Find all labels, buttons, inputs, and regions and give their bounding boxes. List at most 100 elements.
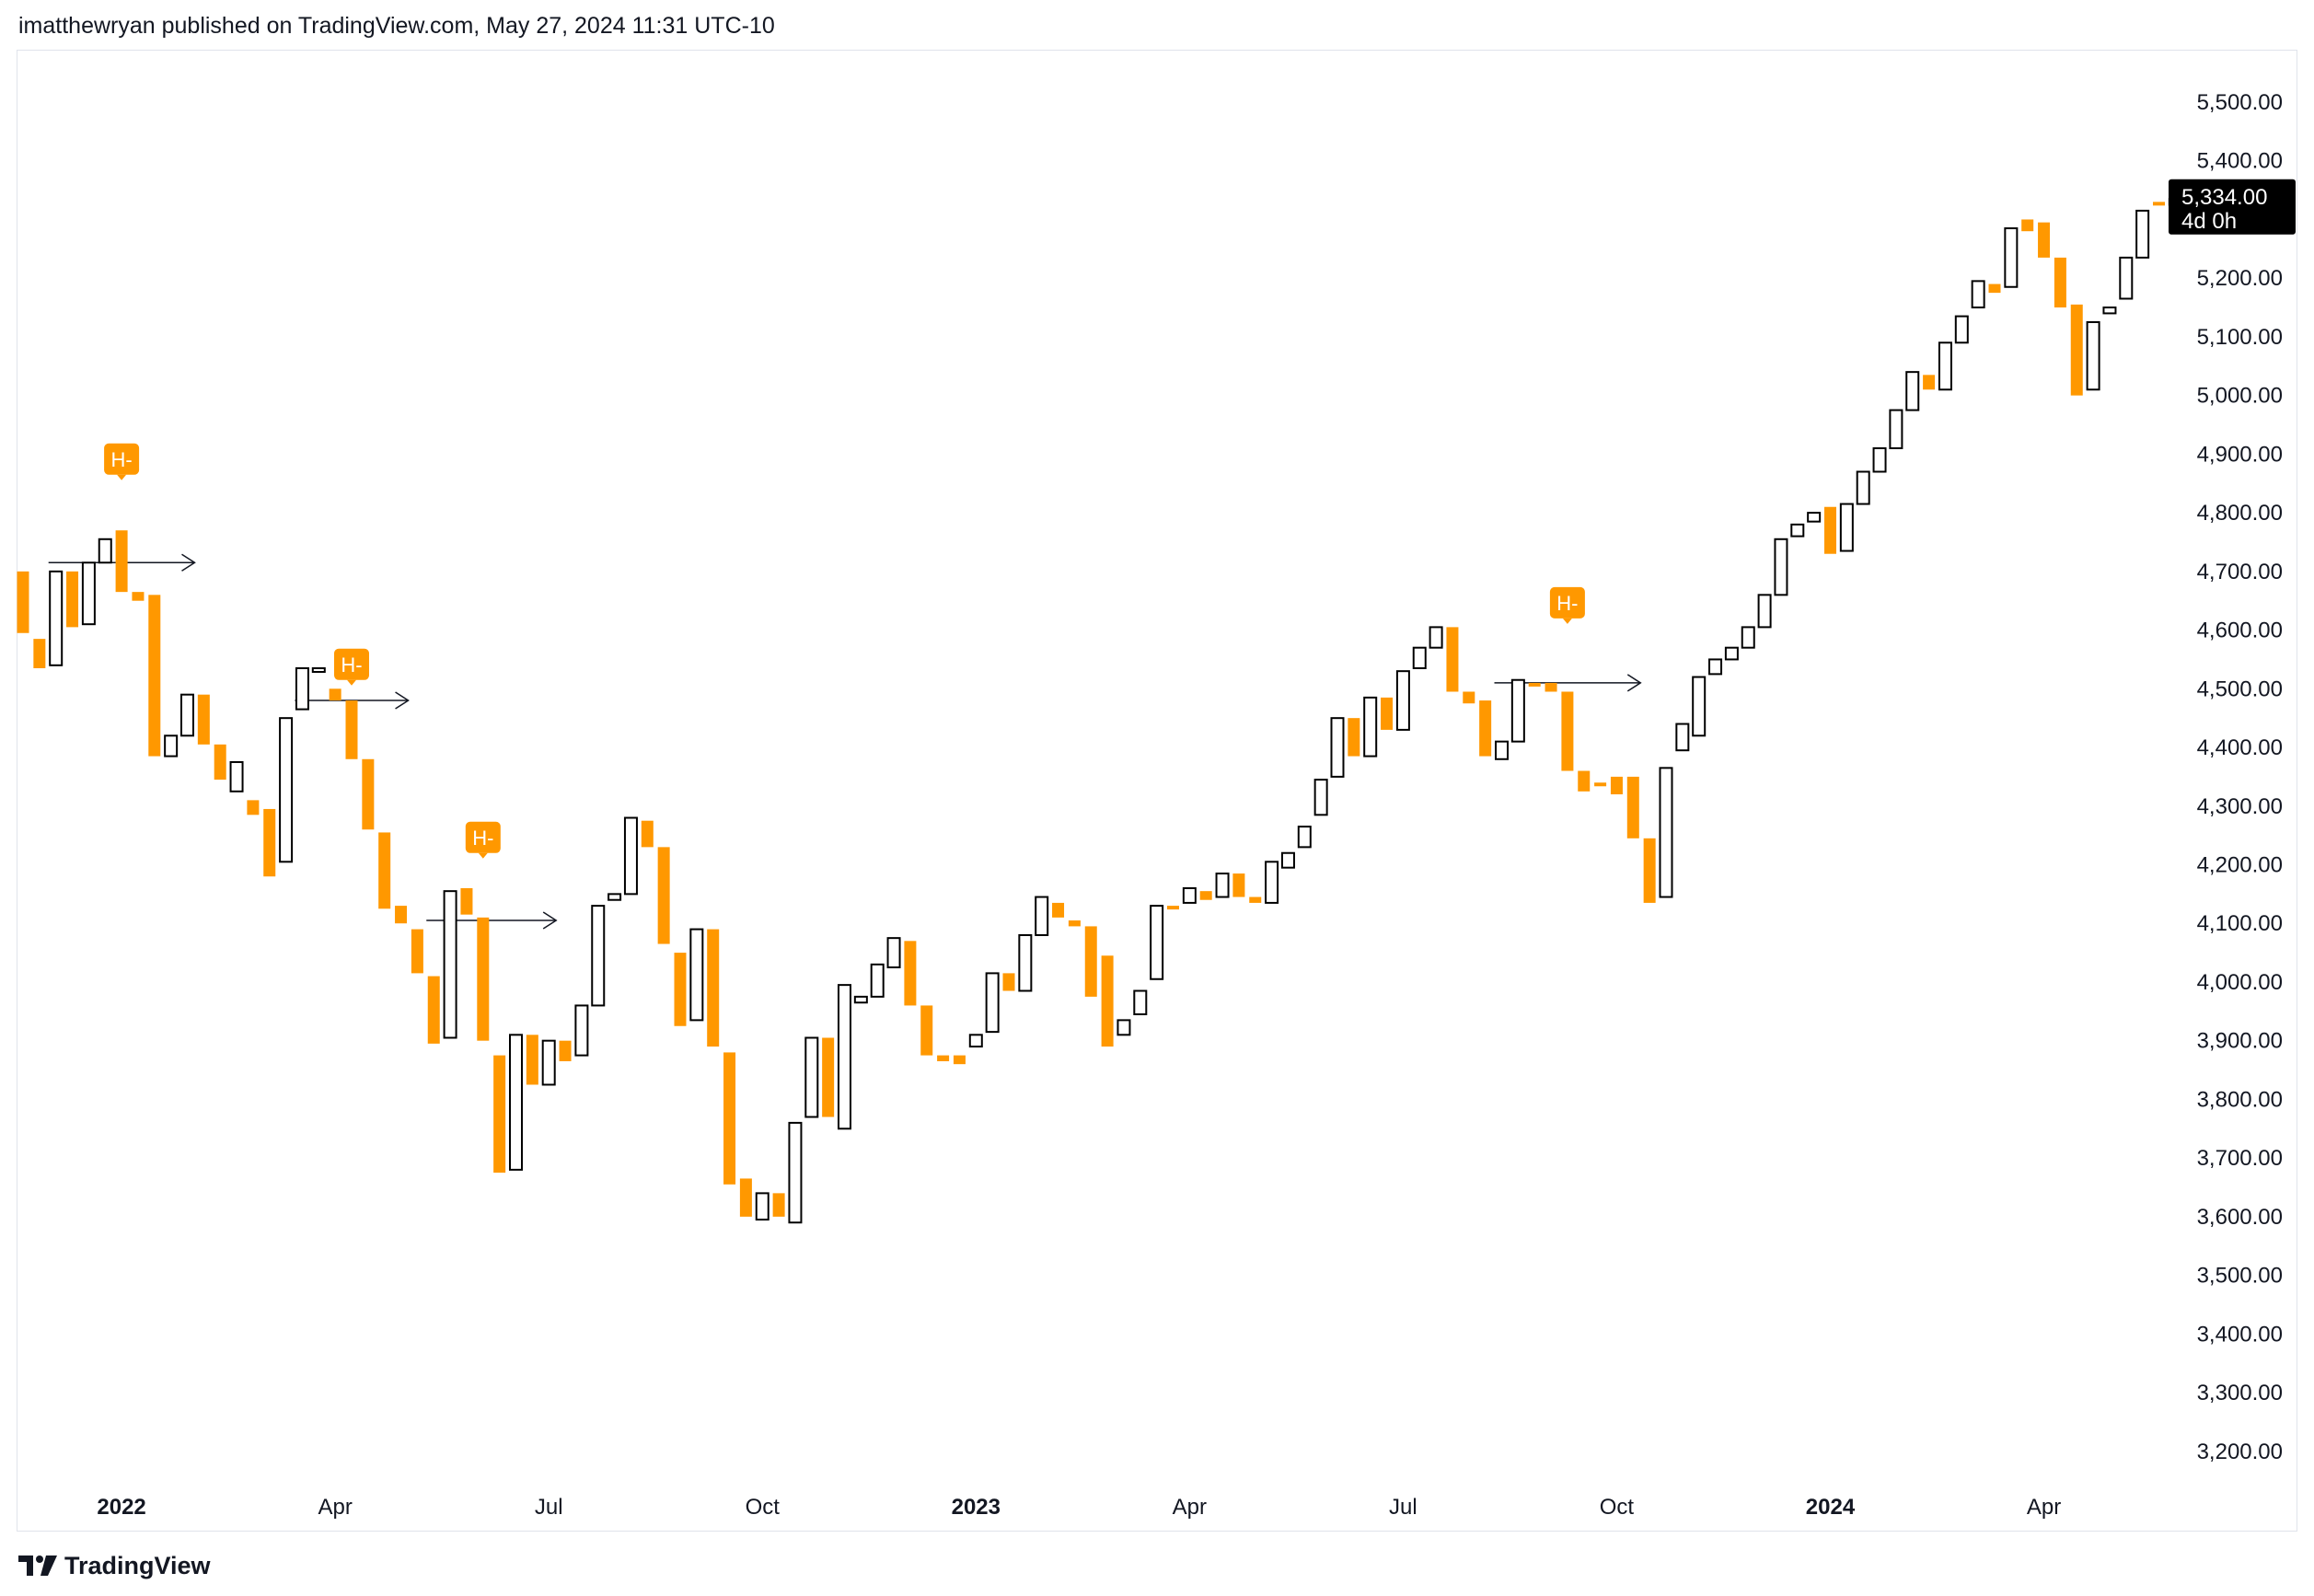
marker-label: H- xyxy=(472,827,493,850)
candle-up xyxy=(886,937,901,969)
candle-up xyxy=(1133,989,1148,1016)
candle-down xyxy=(1988,283,2001,294)
candle-down xyxy=(1923,375,1936,390)
candle-up xyxy=(1429,626,1443,649)
candle-down xyxy=(1578,770,1591,792)
candle-up xyxy=(1182,886,1197,904)
candle-up xyxy=(853,995,868,1004)
marker-badge xyxy=(104,443,140,475)
candle-up xyxy=(2004,227,2019,288)
candle-down xyxy=(674,953,687,1026)
price-axis-label: 3,400.00 xyxy=(2197,1322,2283,1347)
candle-up xyxy=(229,760,244,792)
arrow-head xyxy=(181,553,196,572)
arrow-head xyxy=(1626,674,1642,692)
time-axis-label: 2024 xyxy=(1806,1495,1856,1520)
time-axis-label: Apr xyxy=(1173,1495,1207,1520)
candle-up xyxy=(1510,678,1525,743)
candle-up xyxy=(2119,256,2134,300)
candle-up xyxy=(98,538,112,564)
price-axis-label: 4,200.00 xyxy=(2197,852,2283,877)
price-axis-label: 4,700.00 xyxy=(2197,560,2283,584)
candle-down xyxy=(1463,691,1475,704)
marker-badge xyxy=(465,821,501,853)
candle-up xyxy=(509,1034,523,1171)
candle-down xyxy=(1626,776,1639,838)
candle-up xyxy=(870,963,885,998)
candle-down xyxy=(378,832,391,909)
candle-down xyxy=(723,1052,736,1185)
time-axis-label: 2023 xyxy=(952,1495,1001,1520)
candle-down xyxy=(2054,257,2066,308)
candle-up xyxy=(1313,779,1328,816)
candle-down xyxy=(345,700,358,759)
candle-down xyxy=(460,887,473,915)
candle-up xyxy=(1675,723,1690,752)
tradingview-logo[interactable]: TradingView xyxy=(18,1550,211,1581)
candle-down xyxy=(526,1035,538,1085)
candle-down xyxy=(1545,682,1557,692)
candle-up xyxy=(574,1004,589,1057)
candle-up xyxy=(1215,873,1230,898)
time-axis-label: Jul xyxy=(535,1495,563,1520)
price-axis-label: 4,300.00 xyxy=(2197,794,2283,819)
candle-down xyxy=(66,571,79,628)
candle-up xyxy=(1971,280,1985,309)
marker-pointer xyxy=(347,679,356,686)
candle-up xyxy=(2102,306,2117,315)
candle-up xyxy=(443,890,457,1039)
candle-up xyxy=(1724,646,1739,661)
candle-up xyxy=(1708,658,1723,676)
candle-up xyxy=(1280,851,1295,869)
candle-down xyxy=(477,917,490,1041)
candle-down xyxy=(329,688,341,701)
candle-up xyxy=(1938,341,1952,391)
chart-frame[interactable] xyxy=(17,50,2297,1532)
candle-down xyxy=(493,1055,506,1174)
candle-up xyxy=(1741,626,1755,649)
price-axis-label: 5,200.00 xyxy=(2197,266,2283,291)
candle-up xyxy=(311,666,326,673)
candles xyxy=(17,198,2182,1224)
candle-down xyxy=(1824,506,1836,554)
marker-pointer xyxy=(1562,618,1572,624)
price-axis[interactable]: 5,500.005,400.005,300.005,200.005,100.00… xyxy=(2197,90,2283,1464)
candle-down xyxy=(17,571,29,633)
marker-pointer xyxy=(478,852,488,859)
candle-up xyxy=(2135,209,2150,259)
price-axis-label: 4,000.00 xyxy=(2197,970,2283,995)
candle-down xyxy=(1249,896,1262,903)
candle-down xyxy=(772,1193,785,1217)
candle-down xyxy=(148,595,161,757)
time-axis[interactable]: 2022 Apr Jul Oct 2023 Apr Jul Oct 2024 Apr xyxy=(97,1495,2061,1520)
candle-up xyxy=(164,734,179,758)
candle-down xyxy=(1479,700,1492,757)
candle-down xyxy=(1101,955,1114,1047)
candle-up xyxy=(49,570,64,666)
candle-up xyxy=(1265,861,1279,904)
candle-down xyxy=(411,929,423,974)
candle-down xyxy=(1002,973,1015,991)
candle-down xyxy=(33,639,46,668)
candle-down xyxy=(1594,782,1607,787)
candle-down xyxy=(362,758,375,830)
price-axis-label: 4,800.00 xyxy=(2197,501,2283,526)
annotation-markers: H- H- H- H- xyxy=(104,443,1585,859)
candle-up xyxy=(607,893,622,901)
candle-up xyxy=(755,1192,769,1221)
candle-down xyxy=(1167,906,1179,910)
candle-down xyxy=(657,847,670,944)
candle-up xyxy=(1774,538,1788,596)
candle-up xyxy=(1954,315,1969,344)
candle-down xyxy=(904,941,917,1006)
candle-down xyxy=(641,820,654,848)
candle-up xyxy=(180,693,194,737)
candle-down xyxy=(1381,697,1394,730)
candle-up xyxy=(623,816,638,896)
price-axis-label: 3,700.00 xyxy=(2197,1146,2283,1171)
candle-up xyxy=(279,717,294,863)
candle-up xyxy=(788,1121,803,1224)
tradingview-logo-icon xyxy=(18,1556,57,1576)
bar-countdown-label: 4d 0h xyxy=(2181,209,2237,234)
